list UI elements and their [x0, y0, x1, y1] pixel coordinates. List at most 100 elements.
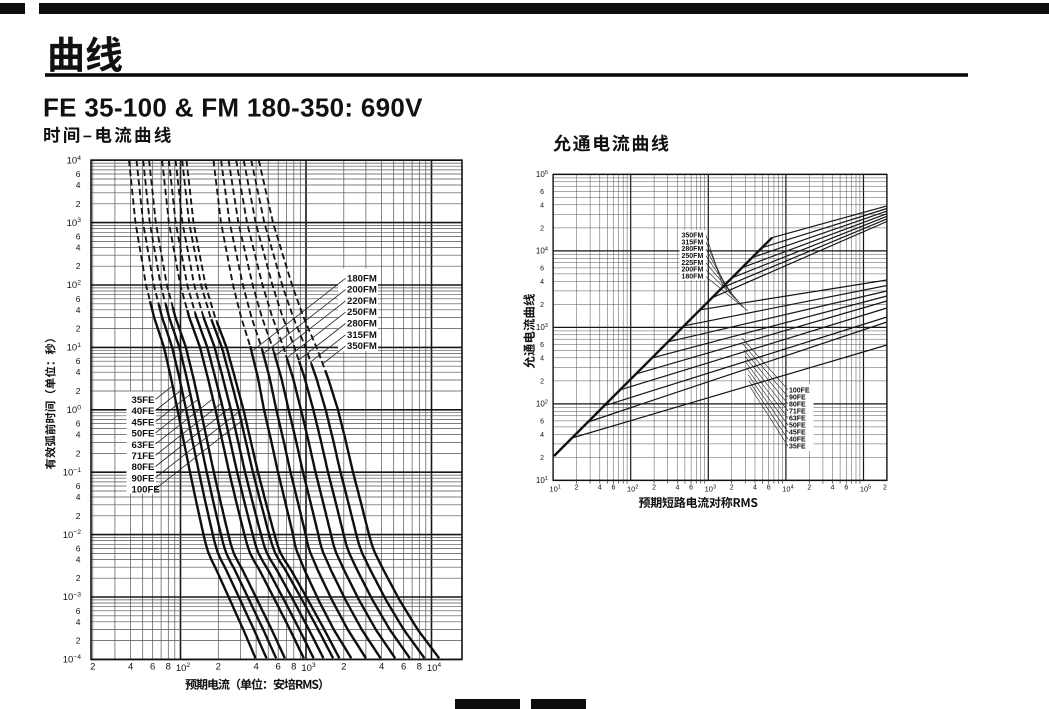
- svg-text:4: 4: [76, 180, 81, 190]
- svg-text:2: 2: [341, 661, 346, 672]
- svg-text:5: 5: [545, 170, 548, 176]
- svg-text:8: 8: [166, 661, 171, 672]
- svg-text:2: 2: [77, 280, 81, 287]
- svg-text:35FE: 35FE: [789, 444, 806, 451]
- svg-text:220FM: 220FM: [347, 296, 377, 307]
- svg-text:2: 2: [76, 448, 81, 458]
- svg-text:4: 4: [540, 432, 544, 439]
- svg-text:6: 6: [150, 661, 155, 672]
- svg-text:63FE: 63FE: [789, 416, 806, 423]
- svg-text:10: 10: [536, 323, 545, 332]
- svg-text:2: 2: [730, 485, 734, 492]
- svg-text:10: 10: [67, 405, 78, 416]
- svg-text:45FE: 45FE: [132, 417, 156, 428]
- svg-text:1: 1: [545, 476, 548, 482]
- svg-text:8: 8: [291, 661, 296, 672]
- svg-text:6: 6: [76, 606, 81, 616]
- svg-text:280FM: 280FM: [682, 246, 704, 253]
- svg-text:10: 10: [67, 155, 78, 166]
- svg-text:2: 2: [652, 485, 656, 492]
- svg-text:2: 2: [216, 661, 221, 672]
- svg-text:103: 103: [705, 485, 716, 494]
- svg-text:2: 2: [76, 573, 81, 583]
- svg-text:105: 105: [860, 485, 871, 494]
- svg-text:2: 2: [76, 511, 81, 521]
- svg-text:4: 4: [76, 617, 81, 627]
- svg-text:50FE: 50FE: [789, 423, 806, 430]
- svg-text:80FE: 80FE: [789, 401, 806, 408]
- svg-text:4: 4: [675, 485, 679, 492]
- svg-text:−1: −1: [73, 467, 81, 474]
- svg-text:2: 2: [76, 386, 81, 396]
- svg-text:2: 2: [76, 636, 81, 646]
- svg-text:4: 4: [545, 247, 549, 253]
- svg-text:2: 2: [76, 261, 81, 271]
- svg-text:4: 4: [76, 367, 81, 377]
- svg-text:63FE: 63FE: [132, 440, 156, 451]
- svg-text:80FE: 80FE: [132, 462, 156, 473]
- svg-text:4: 4: [76, 430, 81, 440]
- svg-text:200FM: 200FM: [682, 267, 704, 274]
- svg-text:2: 2: [540, 378, 544, 385]
- svg-text:3: 3: [77, 217, 81, 224]
- svg-text:4: 4: [77, 155, 81, 162]
- svg-text:90FE: 90FE: [789, 394, 806, 401]
- svg-text:6: 6: [76, 356, 81, 366]
- svg-text:250FM: 250FM: [682, 253, 704, 260]
- svg-text:2: 2: [545, 400, 548, 406]
- svg-text:4: 4: [76, 492, 81, 502]
- svg-text:2: 2: [540, 225, 544, 232]
- svg-text:315FM: 315FM: [347, 330, 377, 341]
- svg-text:90FE: 90FE: [132, 473, 156, 484]
- svg-text:102: 102: [176, 662, 191, 674]
- svg-text:−3: −3: [73, 592, 81, 599]
- svg-text:6: 6: [540, 265, 544, 272]
- svg-text:45FE: 45FE: [789, 430, 806, 437]
- svg-text:10: 10: [67, 343, 78, 354]
- svg-text:10: 10: [536, 247, 545, 256]
- svg-text:2: 2: [883, 485, 887, 492]
- svg-text:40FE: 40FE: [132, 406, 156, 417]
- svg-text:−2: −2: [73, 529, 81, 536]
- svg-text:6: 6: [689, 485, 693, 492]
- svg-text:350FM: 350FM: [682, 233, 704, 240]
- svg-text:4: 4: [753, 485, 757, 492]
- svg-text:4: 4: [76, 305, 81, 315]
- svg-text:4: 4: [540, 202, 544, 209]
- svg-text:35FE: 35FE: [132, 395, 156, 406]
- svg-text:10: 10: [63, 467, 74, 478]
- svg-text:10: 10: [63, 530, 74, 541]
- svg-text:6: 6: [767, 485, 771, 492]
- svg-text:350FM: 350FM: [347, 341, 377, 352]
- svg-text:250FM: 250FM: [347, 307, 377, 318]
- svg-text:6: 6: [276, 661, 281, 672]
- svg-text:8: 8: [417, 661, 422, 672]
- svg-text:6: 6: [540, 342, 544, 349]
- svg-text:6: 6: [401, 661, 406, 672]
- svg-text:6: 6: [76, 169, 81, 179]
- svg-text:104: 104: [782, 485, 793, 494]
- svg-text:2: 2: [807, 485, 811, 492]
- svg-text:2: 2: [76, 324, 81, 334]
- svg-text:225FM: 225FM: [682, 260, 704, 267]
- svg-text:71FE: 71FE: [789, 408, 806, 415]
- svg-text:10: 10: [67, 218, 78, 229]
- svg-text:2: 2: [540, 302, 544, 309]
- svg-text:104: 104: [427, 662, 442, 674]
- svg-text:100FE: 100FE: [789, 387, 810, 394]
- svg-text:4: 4: [76, 554, 81, 564]
- svg-text:10: 10: [67, 280, 78, 291]
- svg-text:3: 3: [545, 323, 548, 329]
- svg-text:6: 6: [76, 294, 81, 304]
- svg-text:2: 2: [540, 455, 544, 462]
- svg-text:6: 6: [540, 418, 544, 425]
- svg-text:4: 4: [253, 661, 258, 672]
- svg-text:71FE: 71FE: [132, 451, 156, 462]
- svg-text:4: 4: [379, 661, 384, 672]
- svg-text:2: 2: [90, 661, 95, 672]
- svg-text:10: 10: [63, 592, 74, 603]
- svg-text:6: 6: [540, 189, 544, 196]
- svg-text:4: 4: [540, 279, 544, 286]
- svg-text:100FE: 100FE: [132, 485, 161, 496]
- svg-text:2: 2: [575, 485, 579, 492]
